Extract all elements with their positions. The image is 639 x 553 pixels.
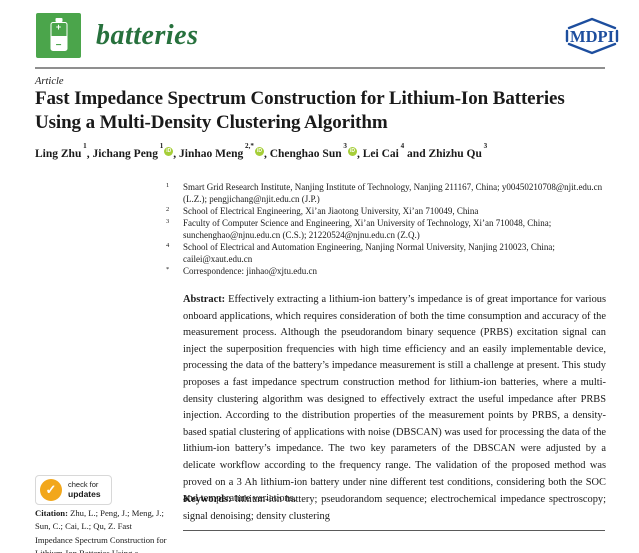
affiliation-text: School of Electrical Engineering, Xi’an …: [183, 206, 479, 216]
author: Zhizhu Qu 3: [428, 142, 488, 160]
author-affiliation-superscript: 1: [157, 142, 164, 151]
author-affiliation-superscript: 4: [398, 142, 405, 151]
author: Jichang Peng 1iD,: [92, 142, 180, 160]
affiliation-marker: 2: [166, 206, 170, 213]
affiliation-row: 2 School of Electrical Engineering, Xi’a…: [166, 205, 614, 217]
affiliation-text: Smart Grid Research Institute, Nanjing I…: [183, 182, 603, 204]
keywords-paragraph: Keywords: lithium-ion battery; pseudoran…: [183, 492, 606, 525]
journal-name: batteries: [96, 19, 199, 51]
affiliation-row: 4 School of Electrical and Automation En…: [166, 241, 614, 265]
mdpi-logo[interactable]: MDPI: [563, 15, 621, 57]
paper-title-line: Using a Multi-Density Clustering Algorit…: [35, 112, 388, 133]
author: Chenghao Sun 3iD,: [269, 142, 363, 160]
citation-label: Citation:: [35, 508, 68, 518]
citation-block: Citation: Zhu, L.; Peng, J.; Meng, J.; S…: [35, 507, 175, 553]
mdpi-logo-text: MDPI: [570, 27, 614, 46]
author: Jinhao Meng 2,*iD,: [179, 142, 270, 160]
check-for-updates-badge[interactable]: ✓ check for updates: [35, 475, 112, 505]
header-divider: [35, 67, 605, 69]
citation-line1-text: Zhu, L.; Peng, J.; Meng, J.;: [67, 508, 164, 518]
orcid-icon[interactable]: iD: [164, 147, 174, 156]
check-for-updates-line1: check for: [68, 480, 99, 489]
author: Lei Cai 4 and: [362, 142, 429, 160]
author: Ling Zhu 1,: [35, 142, 93, 160]
check-icon: ✓: [40, 479, 62, 501]
author-affiliation-superscript: 3: [481, 142, 488, 151]
abstract-text: Effectively extracting a lithium-ion bat…: [183, 294, 606, 505]
abstract-label: Abstract:: [183, 294, 226, 305]
authors-line: Ling Zhu 1, Jichang Peng 1iD, Jinhao Men…: [35, 142, 620, 162]
mdpi-logo-bottom-edge: [567, 42, 617, 55]
keywords-text: lithium-ion battery; pseudorandom sequen…: [183, 494, 606, 522]
citation-line: Sun, C.; Cai, L.; Qu, Z. Fast: [35, 521, 132, 532]
affiliation-row: 3 Faculty of Computer Science and Engine…: [166, 217, 614, 241]
affiliation-text: Correspondence: jinhao@xjtu.edu.cn: [183, 266, 318, 276]
keywords-label: Keywords:: [183, 494, 232, 505]
affiliation-text: School of Electrical and Automation Engi…: [183, 242, 555, 264]
article-type-label: Article: [35, 76, 64, 87]
orcid-icon[interactable]: iD: [347, 147, 357, 156]
affiliation-marker: *: [166, 266, 170, 273]
affiliation-text: Faculty of Computer Science and Engineer…: [183, 218, 552, 240]
author-affiliation-superscript: 1: [81, 142, 87, 151]
affiliation-row: * Correspondence: jinhao@xjtu.edu.cn: [166, 265, 614, 277]
battery-plus-icon: +: [55, 22, 62, 32]
mdpi-logo-top-edge: [567, 17, 617, 30]
paper-title: Fast Impedance Spectrum Construction for…: [35, 87, 613, 135]
affiliation-row: 1 Smart Grid Research Institute, Nanjing…: [166, 181, 614, 205]
citation-line: Impedance Spectrum Construction for: [35, 534, 167, 545]
check-for-updates-line2: updates: [68, 488, 101, 499]
journal-logo[interactable]: + − batteries: [36, 13, 199, 58]
citation-line: Lithium-Ion Batteries Using a: [35, 547, 175, 553]
citation-line: Citation: Zhu, L.; Peng, J.; Meng, J.;: [35, 507, 175, 520]
author-affiliation-superscript: 2,*: [243, 142, 254, 151]
abstract-paragraph: Abstract: Effectively extracting a lithi…: [183, 292, 606, 508]
affiliation-marker: 3: [166, 218, 170, 225]
keywords-divider: [183, 530, 605, 531]
affiliations-list: 1 Smart Grid Research Institute, Nanjing…: [166, 181, 614, 277]
battery-minus-icon: −: [55, 40, 62, 51]
author-affiliation-superscript: 3: [341, 142, 347, 151]
paper-title-line: Fast Impedance Spectrum Construction for…: [35, 88, 565, 109]
orcid-icon[interactable]: iD: [254, 147, 264, 156]
affiliation-marker: 1: [166, 182, 170, 189]
affiliation-marker: 4: [166, 242, 170, 249]
battery-logo-icon: + −: [36, 13, 81, 58]
